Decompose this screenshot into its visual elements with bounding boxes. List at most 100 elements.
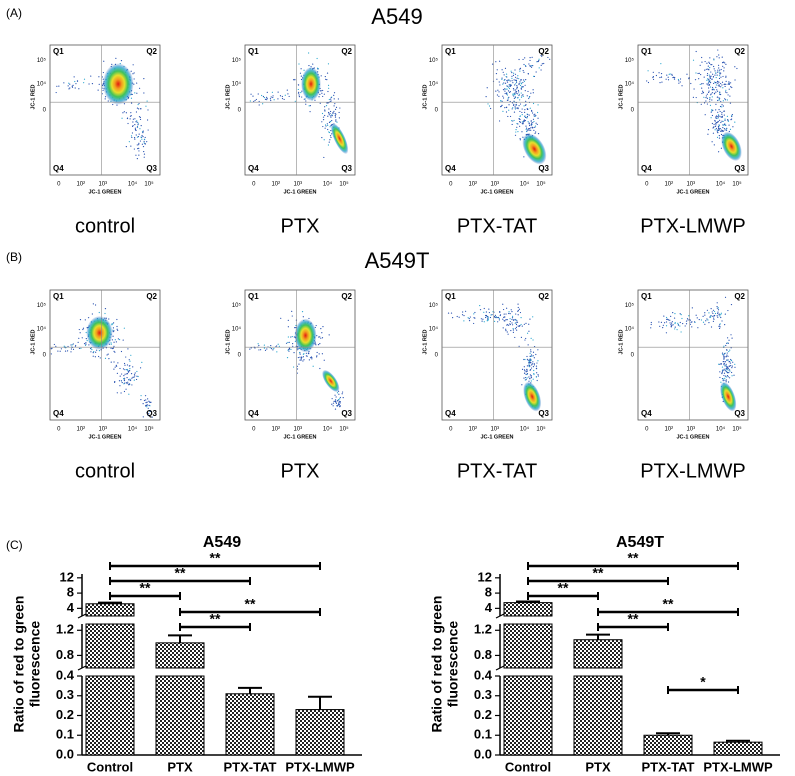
bar (225, 693, 275, 756)
event-dot (137, 122, 139, 124)
y-tick-label: 10⁵ (429, 57, 439, 64)
event-dot (513, 119, 515, 122)
event-dot (447, 312, 450, 314)
event-dot (514, 96, 516, 98)
event-dot (730, 82, 732, 84)
row-title: A549 (371, 4, 422, 29)
density-blob (721, 131, 742, 162)
event-dot (720, 72, 722, 74)
event-dot (724, 324, 726, 326)
event-dot (137, 148, 139, 150)
event-dot (677, 324, 680, 326)
event-dot (727, 120, 730, 122)
event-dot (497, 316, 500, 319)
event-dot (502, 308, 505, 311)
event-dot (718, 129, 720, 131)
event-dot (518, 82, 520, 85)
event-dot (691, 321, 693, 323)
event-dot (511, 315, 514, 317)
event-dot (727, 367, 730, 369)
event-dot (142, 416, 144, 418)
event-dot (514, 92, 516, 94)
event-dot (111, 63, 113, 65)
event-dot (312, 365, 314, 367)
event-dot (669, 322, 671, 324)
event-dot (716, 121, 718, 124)
event-dot (521, 384, 523, 386)
event-dot (726, 374, 729, 377)
event-dot (706, 74, 708, 76)
event-dot (733, 374, 735, 376)
event-dot (509, 318, 511, 320)
event-dot (123, 362, 126, 365)
bar (155, 675, 205, 756)
event-dot (731, 337, 733, 339)
event-dot (284, 94, 286, 96)
event-dot (537, 60, 539, 63)
event-dot (704, 60, 706, 63)
event-dot (736, 67, 738, 70)
quadrant-label: Q4 (248, 409, 259, 418)
event-dot (720, 312, 722, 314)
event-dot (55, 91, 57, 94)
event-dot (516, 84, 518, 87)
event-dot (143, 140, 145, 143)
event-dot (125, 112, 127, 114)
event-dot (536, 111, 539, 114)
event-dot (330, 136, 332, 139)
event-dot (689, 323, 692, 325)
event-dot (261, 94, 263, 97)
event-dot (480, 318, 483, 320)
event-dot (333, 92, 336, 94)
event-dot (112, 347, 114, 349)
event-dot (515, 128, 517, 131)
event-dot (521, 131, 523, 133)
event-dot (503, 313, 505, 315)
event-dot (502, 71, 504, 73)
event-dot (719, 323, 721, 325)
y-tick-label: 4 (67, 600, 75, 615)
event-dot (104, 357, 107, 359)
event-dot (508, 87, 511, 90)
event-dot (724, 85, 726, 88)
quadrant-label: Q2 (734, 292, 745, 301)
event-dot (527, 359, 529, 361)
event-dot (513, 100, 515, 102)
event-dot (526, 368, 528, 370)
event-dot (521, 108, 523, 110)
event-dot (147, 398, 149, 400)
event-dot (339, 405, 341, 407)
event-dot (525, 104, 527, 106)
event-dot (511, 317, 514, 319)
event-dot (136, 370, 138, 373)
event-dot (316, 351, 318, 354)
event-dot (728, 372, 730, 374)
event-dot (534, 126, 536, 129)
event-dot (708, 312, 710, 314)
event-dot (734, 79, 736, 81)
event-dot (491, 63, 494, 65)
event-dot (524, 339, 526, 341)
quadrant-label: Q4 (641, 409, 652, 418)
event-dot (130, 373, 133, 375)
event-dot (113, 361, 115, 363)
event-dot (297, 88, 299, 91)
event-dot (695, 314, 697, 316)
quadrant-label: Q3 (734, 164, 745, 173)
event-dot (512, 104, 515, 106)
x-tick-label: 10⁵ (339, 181, 349, 188)
event-dot (660, 76, 663, 78)
event-dot (511, 77, 513, 79)
event-dot (327, 115, 329, 117)
event-dot (681, 85, 683, 87)
event-dot (133, 78, 135, 80)
event-dot (324, 110, 326, 112)
event-dot (111, 339, 113, 341)
event-dot (723, 358, 725, 360)
event-dot (726, 92, 728, 94)
event-dot (486, 318, 489, 320)
event-dot (498, 317, 500, 319)
quadrant-label: Q3 (538, 409, 549, 418)
event-dot (526, 95, 528, 97)
event-dot (724, 98, 726, 100)
